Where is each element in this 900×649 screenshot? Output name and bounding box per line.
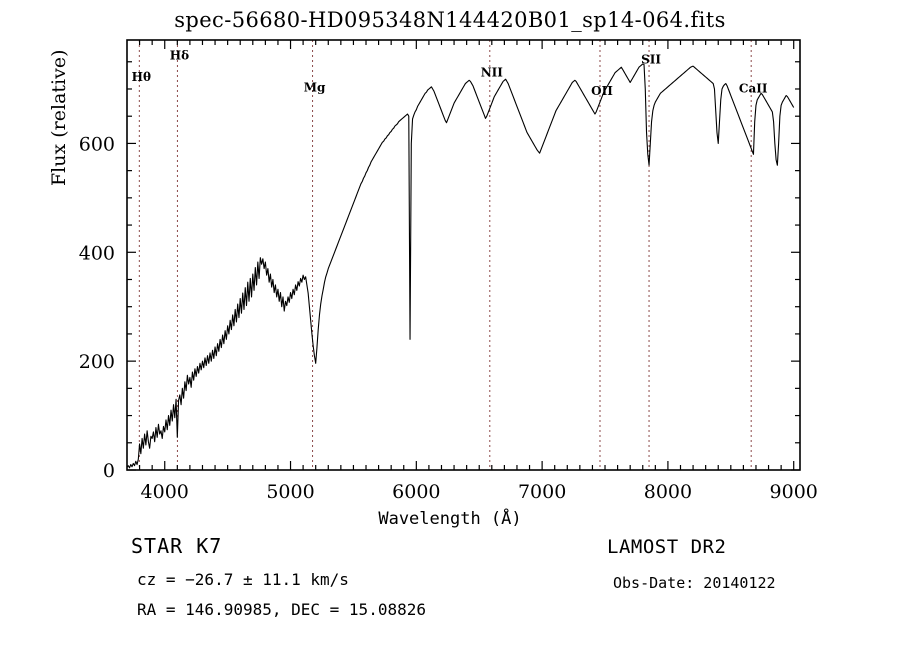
observation-date-text: Obs-Date: 20140122 bbox=[613, 574, 776, 592]
spectrum-trace bbox=[126, 63, 795, 469]
y-tick-label: 0 bbox=[103, 460, 115, 482]
x-tick-label: 5000 bbox=[266, 481, 314, 503]
x-tick-label: 4000 bbox=[141, 481, 189, 503]
y-tick-label: 400 bbox=[79, 242, 115, 264]
spectral-line-label: CaII bbox=[739, 81, 768, 95]
survey-name-text: LAMOST DR2 bbox=[607, 536, 727, 558]
redshift-velocity-text: cz = −26.7 ± 11.1 km/s bbox=[137, 570, 349, 589]
spectral-line-label: OII bbox=[591, 84, 613, 98]
y-tick-label: 200 bbox=[79, 351, 115, 373]
spectral-line-label: Hθ bbox=[132, 70, 151, 84]
spectral-line-label: Mg bbox=[304, 81, 326, 95]
axis-frame bbox=[126, 39, 801, 471]
y-tick-label: 600 bbox=[79, 133, 115, 155]
coordinates-text: RA = 146.90985, DEC = 15.08826 bbox=[137, 600, 426, 619]
x-tick-label: 7000 bbox=[518, 481, 566, 503]
spectral-line-label: Hδ bbox=[170, 48, 189, 62]
spectral-line-label: SII bbox=[641, 53, 661, 67]
x-tick-label: 8000 bbox=[644, 481, 692, 503]
x-tick-label: 9000 bbox=[770, 481, 818, 503]
spectral-line-label: NII bbox=[481, 66, 504, 80]
x-tick-label: 6000 bbox=[392, 481, 440, 503]
page-title: spec-56680-HD095348N144420B01_sp14-064.f… bbox=[174, 8, 726, 32]
object-type-text: STAR K7 bbox=[131, 534, 223, 558]
x-axis-label: Wavelength (Å) bbox=[378, 509, 522, 529]
